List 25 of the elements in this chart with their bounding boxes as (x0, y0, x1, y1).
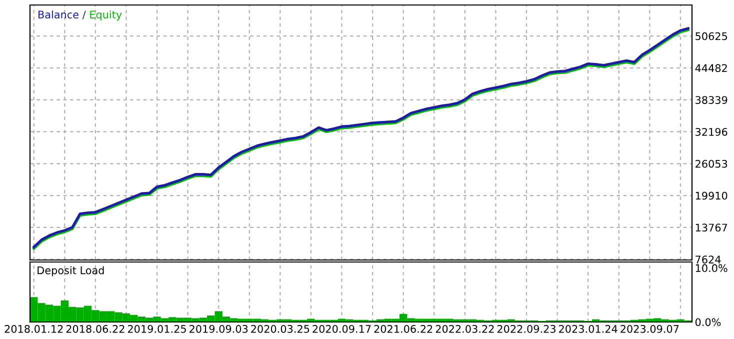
x-tick-label: 2023.09.07 (620, 324, 679, 333)
y-tick-label: 10.0% (696, 264, 728, 272)
x-tick-label: 2021.06.22 (374, 324, 432, 333)
y-tick-label: 38339 (696, 96, 728, 104)
text: Balance (38, 10, 78, 19)
y-tick-label: 19910 (696, 192, 728, 200)
y-tick-label: 44482 (695, 64, 727, 72)
x-tick-label: 2020.09.17 (312, 324, 371, 333)
text: Equity (90, 10, 122, 21)
chart-title: Deposit Load (38, 266, 104, 276)
y-tick-label: 0.0% (695, 318, 721, 326)
x-tick-label: 2018.01.12 (4, 324, 63, 333)
y-tick-label: 13767 (696, 224, 728, 232)
x-tick-label: 2019.09.03 (190, 324, 248, 333)
x-tick-label: 2022.09.23 (497, 324, 556, 333)
x-tick-label: 2018.06.22 (66, 324, 124, 333)
x-tick-label: 2019.01.25 (128, 324, 186, 333)
x-tick-label: 2020.03.25 (251, 324, 310, 333)
x-tick-label: 2023.01.24 (559, 324, 618, 333)
y-tick-label: 50625 (696, 32, 728, 40)
x-tick-label: 2022.03.22 (436, 324, 494, 333)
y-tick-label: 7624 (696, 256, 721, 264)
y-tick-label: 32196 (696, 128, 728, 136)
y-tick-label: 26053 (696, 160, 728, 168)
annotation: / (82, 10, 86, 20)
